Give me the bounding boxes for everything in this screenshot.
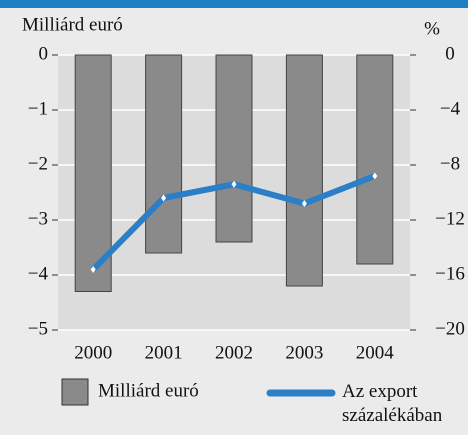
y2-tick-label: −12	[435, 208, 465, 229]
legend-swatch	[61, 378, 89, 406]
y-tick-label: −4	[28, 263, 49, 284]
y2-tick-label: −20	[435, 318, 465, 339]
bar	[145, 54, 183, 254]
x-tick-label: 2001	[145, 342, 183, 363]
x-tick-label: 2003	[285, 342, 323, 363]
bar	[356, 54, 394, 265]
y-tick-label: −2	[28, 153, 48, 174]
y2-tick-label: −4	[440, 98, 461, 119]
y-tick-label: −1	[28, 98, 48, 119]
bar	[285, 54, 323, 287]
line-marker	[301, 200, 307, 207]
line-marker	[90, 266, 96, 273]
bar	[74, 54, 112, 292]
y-tick-label: −5	[28, 318, 48, 339]
y-tick-label: 0	[39, 43, 49, 64]
legend-label: Milliárd euró	[98, 380, 199, 401]
y2-tick-label: −8	[440, 153, 460, 174]
y-axis-label: Milliárd euró	[22, 14, 123, 35]
bar	[215, 54, 253, 243]
line-marker	[161, 194, 167, 202]
legend-label: Az export százalékában	[342, 381, 443, 426]
x-tick-label: 2000	[74, 342, 112, 363]
y-tick-label: −3	[28, 208, 48, 229]
line-marker	[231, 180, 237, 188]
y2-axis-label: %	[424, 18, 440, 39]
x-tick-label: 2002	[215, 342, 253, 363]
x-tick-label: 2004	[356, 342, 395, 363]
line-marker	[372, 172, 378, 180]
y2-tick-label: 0	[445, 43, 455, 64]
y2-tick-label: −16	[435, 263, 465, 284]
top-band	[0, 0, 468, 8]
